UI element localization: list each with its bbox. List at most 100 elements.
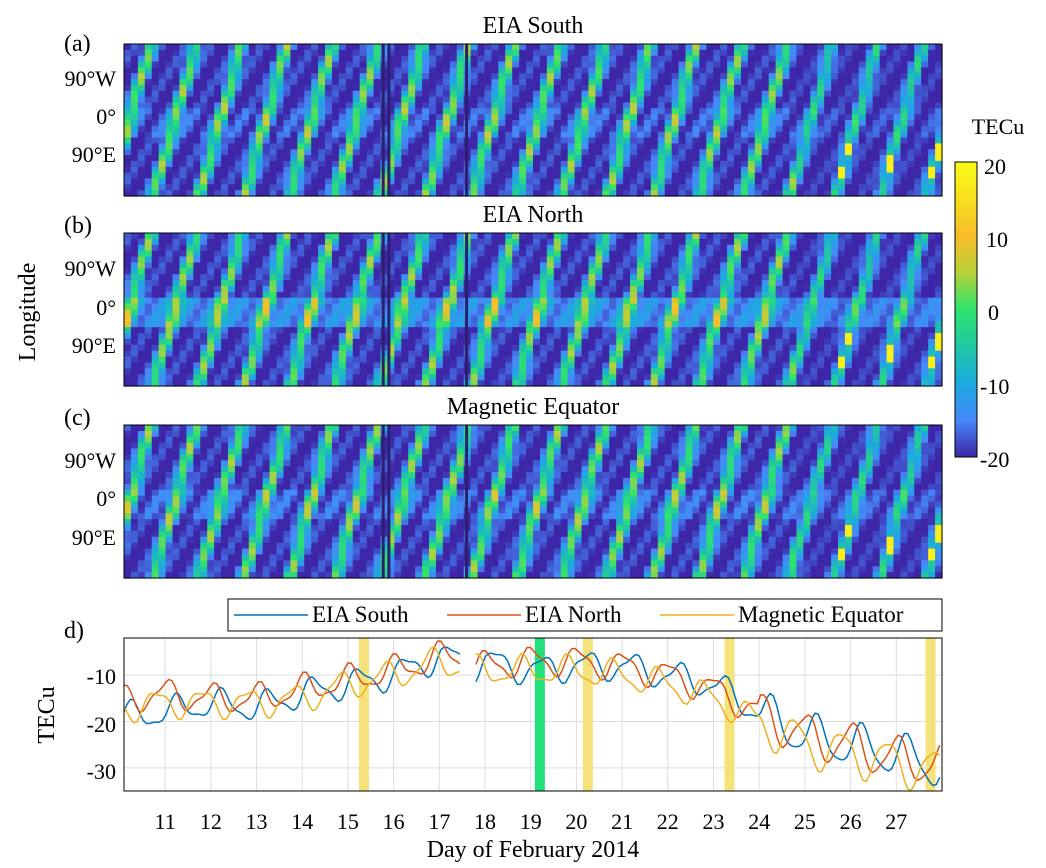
heatmap-cell: [186, 244, 194, 252]
heatmap-cell: [678, 131, 687, 139]
heatmap-cell: [935, 280, 943, 287]
heatmap-cell: [865, 250, 874, 258]
heatmap-cell: [449, 108, 458, 115]
heatmap-cell: [387, 178, 395, 185]
heatmap-cell: [318, 55, 326, 63]
heatmap-cell: [851, 125, 860, 133]
heatmap-cell: [429, 90, 437, 98]
heatmap-cell: [442, 303, 451, 311]
heatmap-cell: [186, 280, 194, 287]
heatmap-cell: [311, 285, 319, 293]
heatmap-cell: [151, 280, 160, 287]
heatmap-cell: [623, 102, 631, 109]
heatmap-cell: [442, 84, 451, 92]
heatmap-cell: [491, 44, 499, 51]
heatmap-cell: [740, 244, 749, 252]
heatmap-cell: [338, 155, 347, 162]
heatmap-cell: [754, 155, 763, 162]
heatmap-cell: [533, 131, 541, 139]
heatmap-cell: [519, 256, 527, 264]
heatmap-cell: [124, 238, 132, 246]
heatmap-cell: [484, 102, 492, 109]
heatmap-cell: [872, 55, 881, 63]
heatmap-cell: [810, 297, 818, 305]
heatmap-cell: [345, 49, 354, 57]
heatmap-cell: [221, 280, 229, 287]
heatmap-cell: [921, 297, 929, 305]
heatmap-cell: [935, 166, 943, 174]
heatmap-cell: [768, 291, 777, 299]
heatmap-cell: [636, 321, 645, 328]
heatmap-cell: [304, 84, 312, 92]
heatmap-cell: [546, 67, 555, 74]
heatmap-cell: [740, 303, 749, 311]
heatmap-cell: [408, 55, 416, 63]
heatmap-cell: [435, 280, 444, 287]
heatmap-cell: [165, 114, 174, 121]
heatmap-cell: [172, 49, 181, 57]
heatmap-cell: [269, 114, 278, 121]
heatmap-cell: [505, 178, 513, 185]
heatmap-cell: [331, 102, 340, 109]
heatmap-cell: [137, 79, 146, 86]
heatmap-cell: [657, 155, 666, 162]
heatmap-cell: [172, 238, 181, 246]
heatmap-cell: [214, 309, 222, 316]
heatmap-cell: [921, 184, 929, 191]
heatmap-cell: [415, 172, 423, 180]
heatmap-cell: [394, 297, 402, 305]
heatmap-cell: [158, 84, 167, 92]
panel-a-label: (a): [64, 31, 91, 57]
heatmap-cell: [318, 262, 326, 269]
heatmap-cell: [720, 309, 728, 316]
heatmap-cell: [803, 55, 811, 63]
heatmap-cell: [921, 73, 929, 80]
heatmap-cell: [623, 149, 631, 156]
heatmap-cell: [609, 291, 617, 299]
heatmap-cell: [234, 280, 243, 287]
heatmap-cell: [858, 262, 867, 269]
heatmap-cell: [325, 102, 333, 109]
heatmap-cell: [491, 137, 499, 144]
heatmap-cell: [394, 44, 402, 51]
heatmap-cell: [283, 102, 291, 109]
heatmap-cell: [713, 44, 721, 51]
heatmap-cell: [664, 61, 673, 68]
heatmap-cell: [331, 178, 340, 185]
heatmap-cell: [477, 131, 486, 139]
heatmap-cell: [900, 285, 908, 293]
heatmap-cell: [491, 108, 499, 115]
heatmap-cell: [144, 274, 153, 281]
heatmap-cell: [366, 96, 375, 104]
heatmap-cell: [151, 155, 160, 162]
heatmap-cell: [872, 155, 881, 162]
heatmap-cell: [574, 309, 583, 316]
heatmap-cell: [290, 250, 298, 258]
heatmap-cell: [678, 321, 687, 328]
heatmap-cell: [435, 73, 444, 80]
heatmap-cell: [345, 166, 354, 174]
heatmap-cell: [872, 172, 881, 180]
heatmap-cell: [754, 285, 763, 293]
heatmap-cell: [761, 49, 770, 57]
heatmap-cell: [262, 280, 271, 287]
heatmap-cell: [844, 120, 853, 127]
heatmap-cell: [588, 44, 596, 51]
heatmap-cell: [740, 61, 749, 68]
heatmap-cell: [817, 291, 825, 299]
heatmap-cell: [179, 137, 187, 144]
heatmap-cell: [609, 178, 617, 185]
heatmap-cell: [685, 125, 694, 133]
heatmap-cell: [796, 262, 804, 269]
heatmap-cell: [810, 79, 818, 86]
heatmap-cell: [734, 280, 742, 287]
heatmap-cell: [144, 73, 153, 80]
heatmap-cell: [567, 102, 576, 109]
heatmap-cell: [727, 155, 735, 162]
heatmap-cell: [484, 108, 492, 115]
heatmap-cell: [158, 268, 167, 275]
heatmap-cell: [221, 244, 229, 252]
heatmap-cell: [179, 61, 187, 68]
heatmap-cell: [623, 120, 631, 127]
heatmap-cell: [706, 280, 714, 287]
